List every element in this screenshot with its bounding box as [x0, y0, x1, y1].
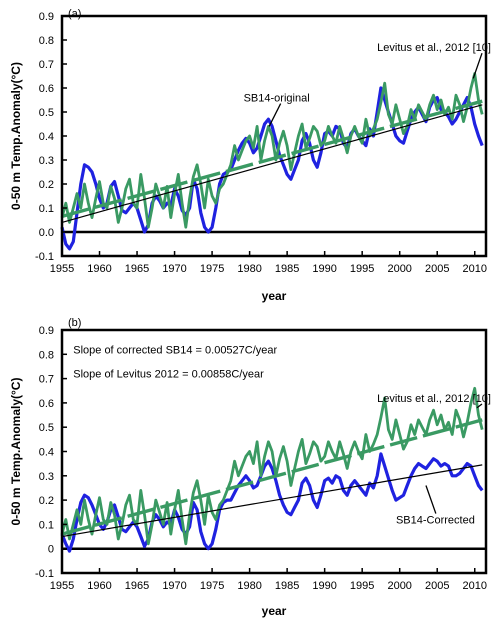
panel-b-y-tick-label: 0.2: [39, 495, 54, 507]
panel-a-x-tick-label: 2000: [387, 263, 411, 275]
panel-a-y-tick-label: 0.3: [39, 155, 54, 167]
panel-b-y-tick-label: 0.6: [39, 398, 54, 410]
panel-a-annotation-leader: [472, 52, 483, 79]
panel-a-y-tick-label: 0.7: [39, 59, 54, 71]
panel-a-y-tick-label: -0.1: [35, 251, 54, 263]
panel-b-x-tick-label: 1955: [50, 580, 74, 592]
panel-b-levitus-series-line: [60, 386, 484, 546]
panel-a-x-tick-label: 1965: [125, 263, 149, 275]
panel-b-sb14-trend-line: [61, 464, 483, 538]
panel-a-sb14-series-line: [60, 86, 484, 251]
panel-a-y-tick-label: 0.5: [39, 107, 54, 119]
panel-a-y-tick-label: 0.4: [39, 131, 54, 143]
panel-b-x-tick-label: 1975: [200, 580, 224, 592]
panel-a-y-tick-label: 0.1: [39, 203, 54, 215]
panel-b-y-tick-label: 0.9: [39, 325, 54, 337]
panel-b-slope-text: Slope of Levitus 2012 = 0.00858C/year: [73, 369, 264, 381]
panel-a-y-tick-label: 0.9: [39, 11, 54, 23]
panel-a-annotation-label: Levitus et al., 2012 [10]: [377, 42, 491, 54]
panel-b-y-tick-label: 0.8: [39, 349, 54, 361]
panel-a-x-tick-label: 2005: [425, 263, 449, 275]
panel-b-x-axis-title: year: [262, 604, 287, 618]
panel-a-y-tick-label: 0.8: [39, 35, 54, 47]
panel-a-x-tick-label: 2010: [463, 263, 487, 275]
panel-a-x-tick-label: 1955: [50, 263, 74, 275]
panel-a-annotation-label: SB14-original: [244, 93, 310, 105]
panel-b-annotation-leader: [425, 485, 437, 514]
panel-a-levitus-series-line: [60, 72, 484, 229]
panel-b-y-axis-title: 0-50 m Temp.Anomaly(°C): [9, 378, 23, 526]
panel-b-x-tick-label: 1960: [87, 580, 111, 592]
panel-b-y-tick-label: 0.5: [39, 422, 54, 434]
panel-b-y-tick-label: 0.7: [39, 374, 54, 386]
panel-a-y-tick-label: 0.2: [39, 179, 54, 191]
panel-b-y-tick-label: 0.4: [39, 447, 54, 459]
panel-b-slope-text: Slope of corrected SB14 = 0.00527C/year: [73, 344, 277, 356]
panel-b-plot-frame: [60, 328, 488, 575]
panel-b-annotation-label: Levitus et al., 2012 [10]: [377, 393, 491, 405]
panel-a-x-tick-label: 1960: [87, 263, 111, 275]
panel-b-x-tick-label: 2005: [425, 580, 449, 592]
panel-b-y-tick-label: 0: [48, 544, 54, 556]
panel-b-y-tick-label: 0.1: [39, 519, 54, 531]
panel-a-panel-label: (a): [68, 8, 81, 20]
panel-b-y-tick-label: -0.1: [35, 568, 54, 580]
panel-a-x-tick-label: 1975: [200, 263, 224, 275]
panel-a-y-axis-title: 0-50 m Temp.Anomaly(°C): [9, 62, 23, 210]
panel-a-levitus-trend-line: [61, 99, 483, 219]
panel-b-x-tick-label: 1985: [275, 580, 299, 592]
panel-b-sb14-series-line: [60, 452, 484, 553]
panel-b-x-tick-label: 1995: [350, 580, 374, 592]
panel-a-x-tick-label: 1980: [237, 263, 261, 275]
panel-a-x-tick-label: 1995: [350, 263, 374, 275]
panel-b-x-tick-label: 2010: [463, 580, 487, 592]
panel-b-x-tick-label: 1990: [312, 580, 336, 592]
panel-a-sb14-trend-line: [61, 104, 483, 223]
panel-b-y-tick-label: 0.3: [39, 471, 54, 483]
panel-b-x-tick-label: 2000: [387, 580, 411, 592]
panel-a-x-tick-label: 1970: [162, 263, 186, 275]
panel-b-x-tick-label: 1970: [162, 580, 186, 592]
panel-b-panel-label: (b): [68, 317, 81, 329]
panel-b-annotation-label: SB14-Corrected: [396, 515, 475, 527]
panel-a-x-tick-label: 1985: [275, 263, 299, 275]
panel-a-y-tick-label: 0.0: [39, 227, 54, 239]
panel-b-levitus-trend-line: [61, 418, 483, 536]
panel-a-y-tick-label: 0.6: [39, 83, 54, 95]
panel-a-x-axis-title: year: [262, 289, 287, 303]
panel-a-x-tick-label: 1990: [312, 263, 336, 275]
panel-b-x-tick-label: 1965: [125, 580, 149, 592]
panel-b-annotation-leader: [476, 403, 483, 409]
panel-a-annotation-leader: [268, 103, 282, 127]
panel-b-x-tick-label: 1980: [237, 580, 261, 592]
